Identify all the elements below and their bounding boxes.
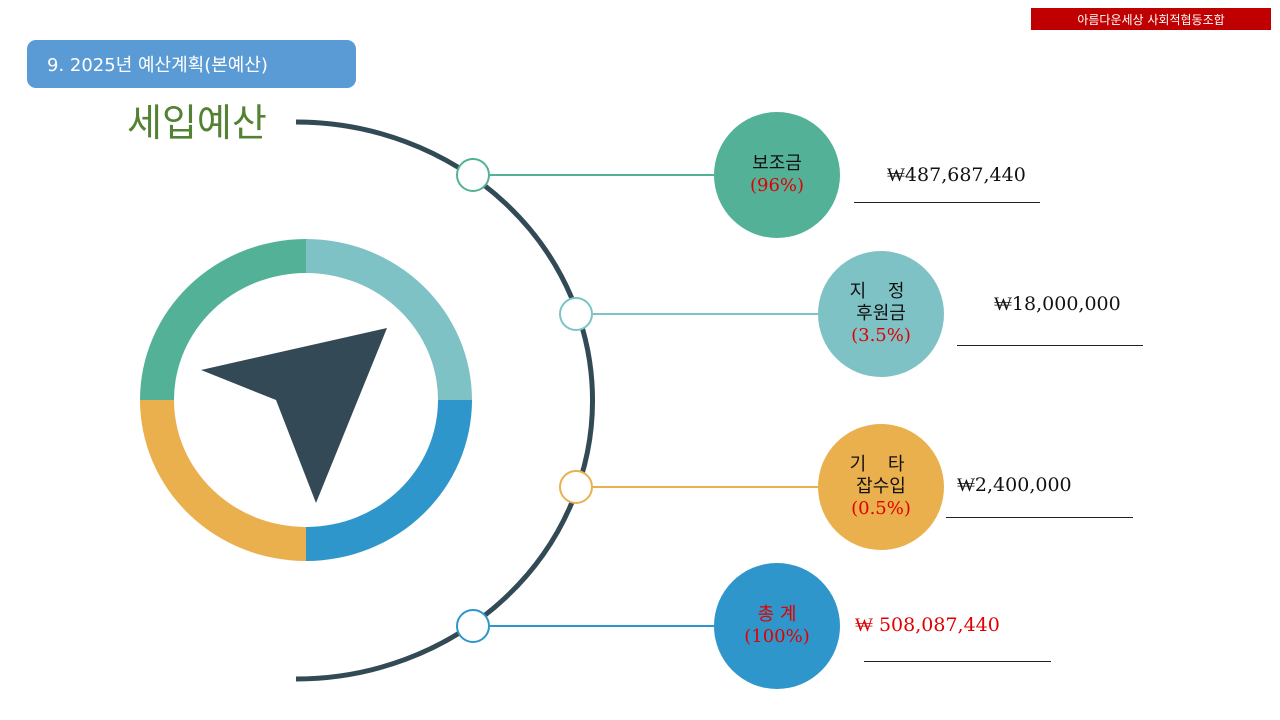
item-label-donation-line1: 지 정 (849, 281, 913, 302)
ring-segment-green (140, 239, 306, 400)
item-label-other-line2: 잡수입 (856, 476, 906, 497)
underline-donation (957, 345, 1143, 346)
item-circle-total: 총 계 (100%) (714, 563, 840, 689)
ring-segment-teal (306, 239, 472, 400)
ring-segment-blue (306, 400, 472, 561)
underline-subsidy (854, 202, 1040, 203)
node-other (559, 470, 593, 504)
item-circle-donation: 지 정 후원금 (3.5%) (818, 251, 944, 377)
item-circle-other: 기 타 잡수입 (0.5%) (818, 424, 944, 550)
compass-arrow-icon (201, 328, 387, 503)
item-percent-donation: (3.5%) (851, 325, 911, 346)
node-donation (559, 297, 593, 331)
amount-subsidy: ₩487,687,440 (887, 164, 1026, 186)
node-total (456, 609, 490, 643)
item-label-donation-line2: 후원금 (856, 303, 906, 324)
item-percent-total: (100%) (744, 626, 810, 647)
item-circle-subsidy: 보조금 (96%) (714, 112, 840, 238)
amount-total: ₩ 508,087,440 (855, 614, 1000, 636)
item-percent-subsidy: (96%) (749, 175, 805, 196)
underline-total (864, 661, 1051, 662)
item-percent-other: (0.5%) (851, 498, 911, 519)
org-name-badge: 아름다운세상 사회적협동조합 (1031, 8, 1271, 30)
underline-other (946, 517, 1133, 518)
item-label-other-line1: 기 타 (849, 454, 913, 475)
amount-donation: ₩18,000,000 (994, 293, 1121, 315)
page-heading: 세입예산 (127, 101, 267, 145)
ring-segment-orange (140, 400, 306, 561)
section-title: 9. 2025년 예산계획(본예산) (27, 40, 356, 88)
item-label-subsidy: 보조금 (752, 153, 802, 174)
item-label-total: 총 계 (757, 604, 797, 625)
main-arc (295, 119, 595, 682)
node-subsidy (456, 158, 490, 192)
amount-other: ₩2,400,000 (957, 474, 1072, 496)
